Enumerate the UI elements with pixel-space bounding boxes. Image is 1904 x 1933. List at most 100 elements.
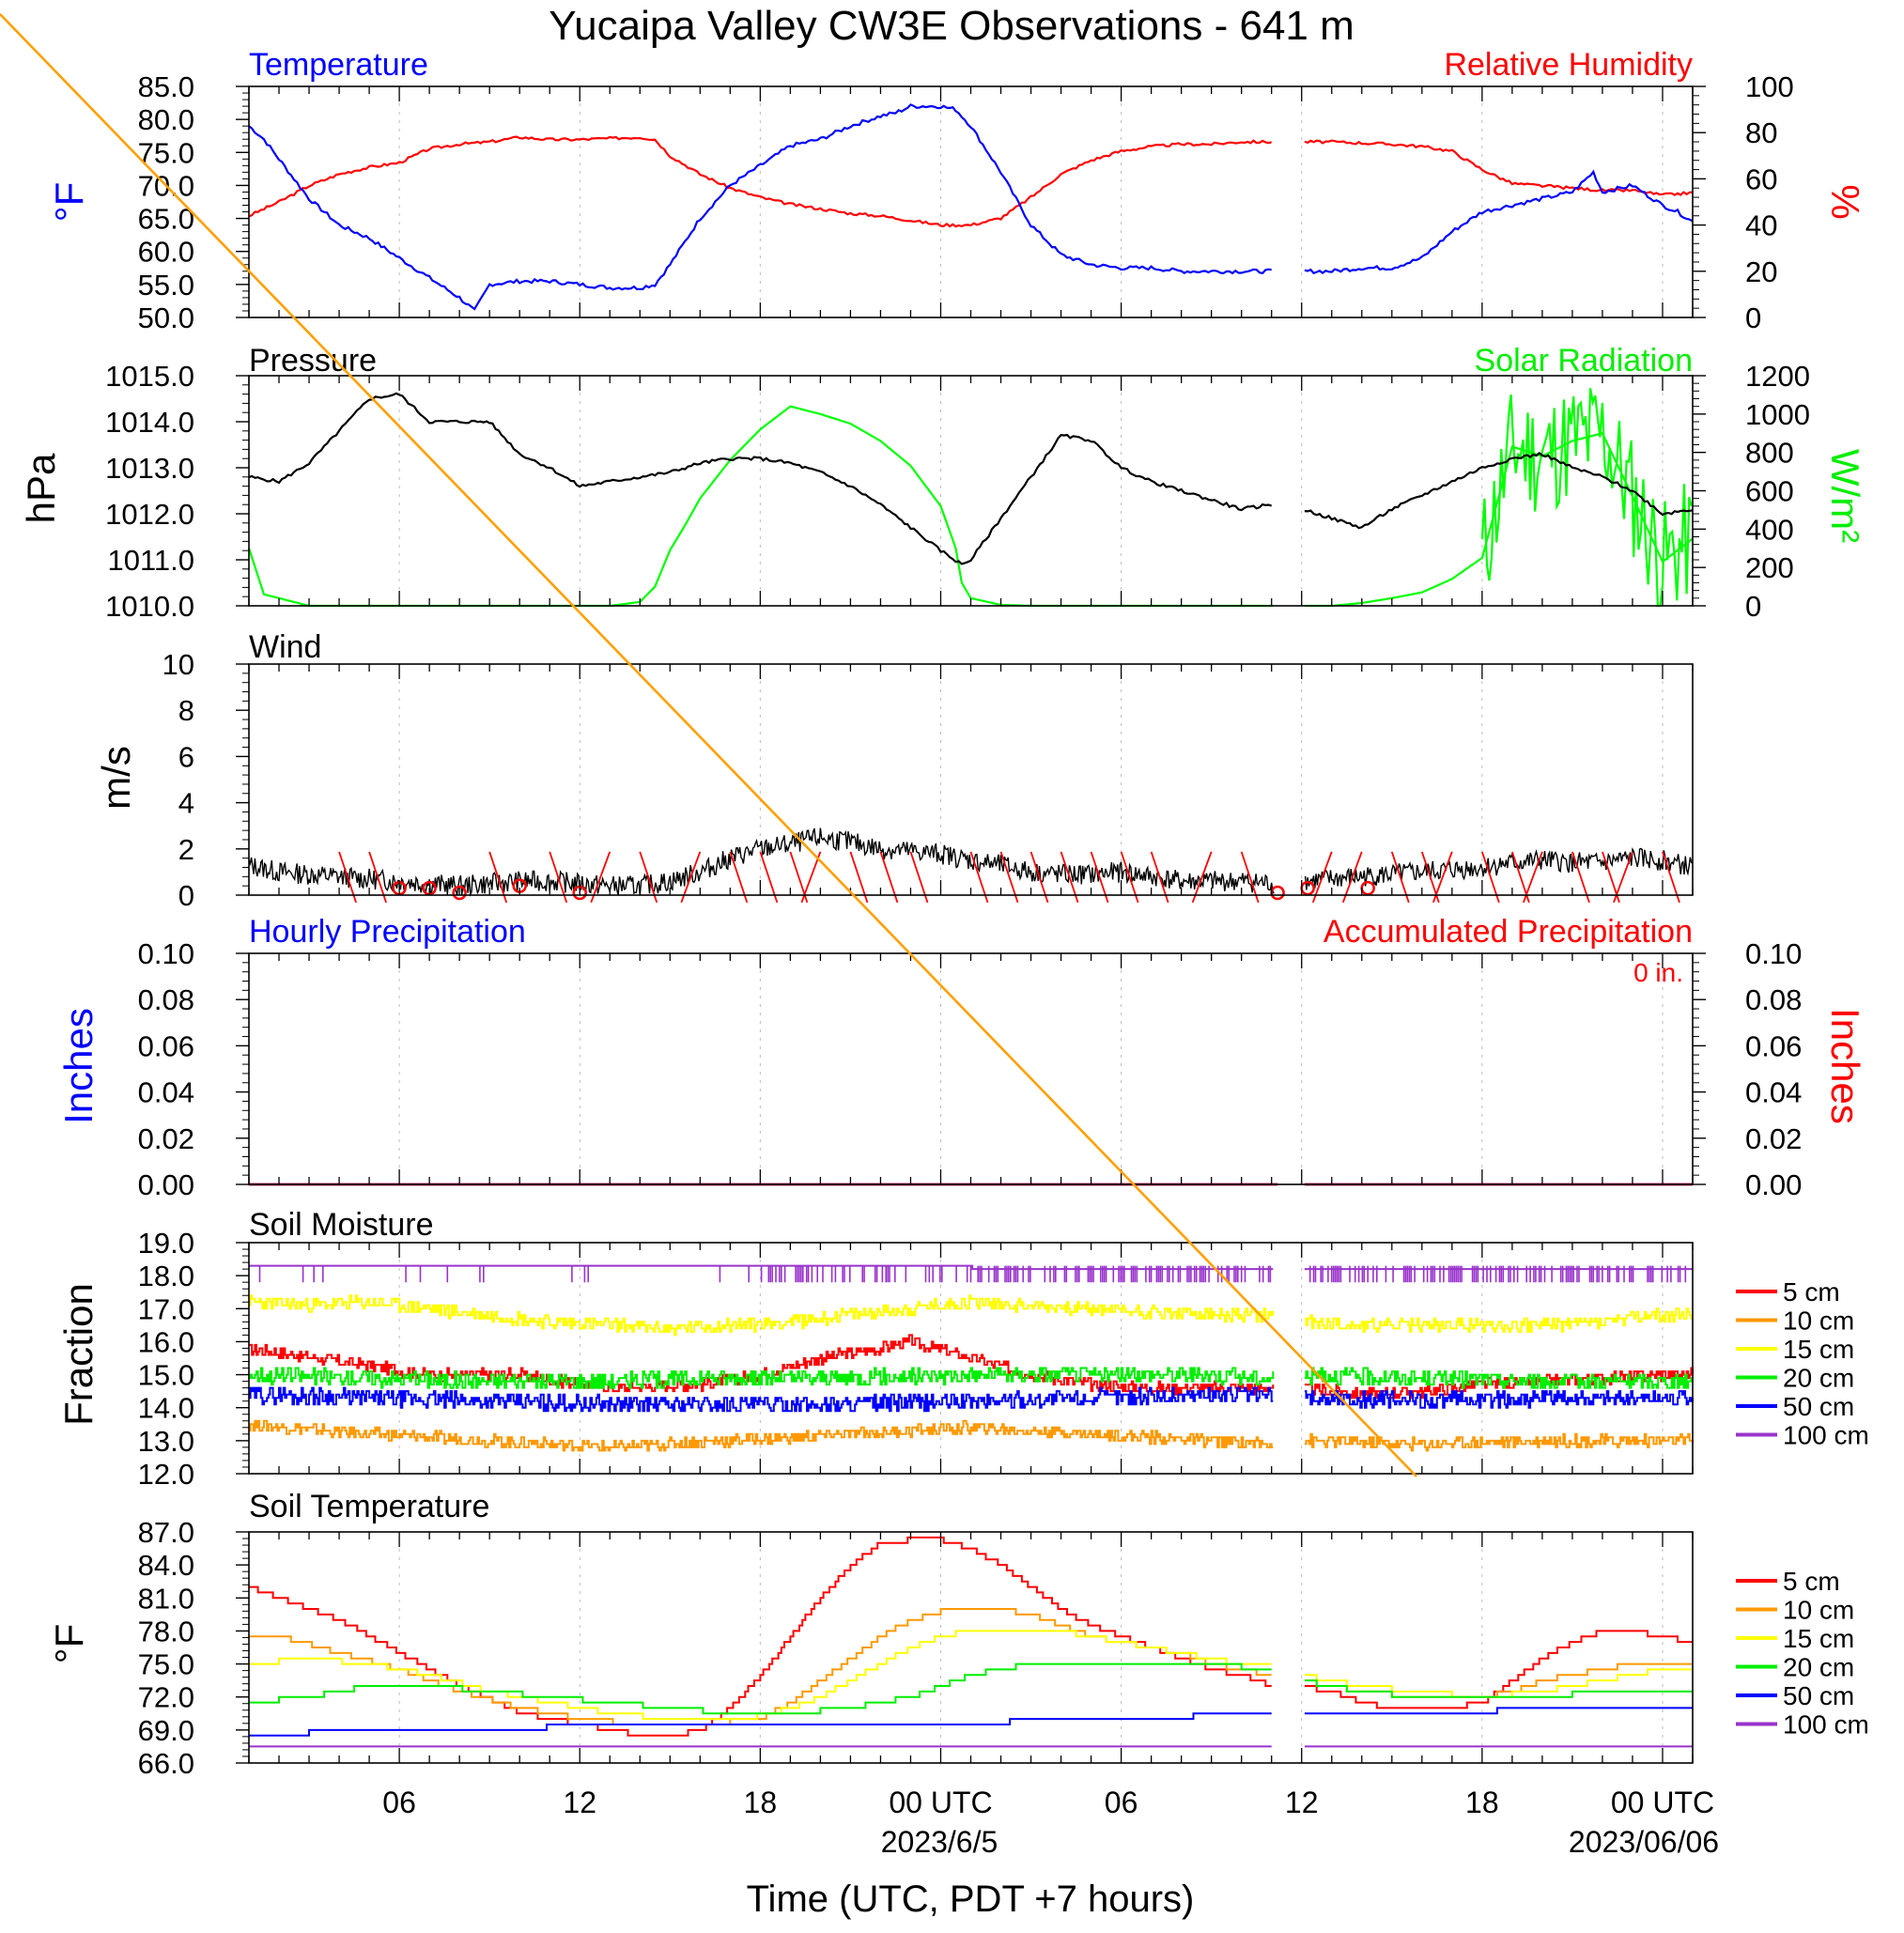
humidity-axis-label: % — [1823, 184, 1867, 219]
y-right-tick-label: 40 — [1745, 209, 1777, 242]
y-left-tick-label: 78.0 — [138, 1615, 194, 1647]
y-left-tick-label: 75.0 — [138, 1648, 194, 1681]
y-right-tick-label: 600 — [1745, 475, 1794, 508]
y-left-tick-label: 1013.0 — [105, 452, 194, 485]
y-right-tick-label: 0 — [1745, 590, 1761, 623]
series-line-solar-spikes — [1480, 388, 1693, 608]
y-left-tick-label: 1010.0 — [105, 590, 194, 623]
y-right-tick-label: 80 — [1745, 116, 1777, 149]
y-left-tick-label: 69.0 — [138, 1714, 194, 1747]
wind-barb — [1240, 851, 1260, 904]
legend-label: 100 cm — [1783, 1421, 1869, 1450]
y-left-tick-label: 72.0 — [138, 1681, 194, 1714]
wind-axis-label: m/s — [94, 746, 138, 810]
series-line-soil-moisture-15-cm — [249, 1294, 1275, 1337]
accum-precip-title: Accumulated Precipitation — [1324, 914, 1693, 950]
temperature-axis-label: °F — [47, 182, 91, 222]
legend-label: 15 cm — [1783, 1624, 1854, 1653]
y-left-tick-label: 4 — [178, 787, 194, 820]
y-left-tick-label: 50.0 — [138, 302, 194, 334]
date-label-1: 2023/6/5 — [881, 1825, 998, 1859]
wind-barb — [1341, 851, 1363, 904]
series-line-wind-speed — [248, 827, 1275, 897]
y-left-tick-label: 10 — [163, 648, 194, 681]
y-left-tick-label: 8 — [178, 694, 194, 727]
legend-label: 10 cm — [1783, 1307, 1854, 1336]
wind-barb — [1090, 851, 1109, 904]
humidity-title: Relative Humidity — [1444, 47, 1693, 83]
temperature-title: Temperature — [249, 47, 428, 83]
y-right-tick-label: 800 — [1745, 437, 1794, 470]
series-line-soil-moisture-10-cm — [1304, 1432, 1694, 1452]
y-left-tick-label: 0.02 — [138, 1122, 194, 1155]
x-tick-label: 18 — [1465, 1786, 1499, 1819]
series-line-pressure — [1304, 451, 1694, 530]
y-right-tick-label: 0.08 — [1745, 983, 1802, 1016]
wind-barb — [1390, 851, 1410, 904]
y-left-tick-label: 0.10 — [138, 937, 194, 970]
y-left-tick-label: 19.0 — [138, 1227, 194, 1260]
wind-barb — [1481, 851, 1500, 904]
legend-label: 20 cm — [1783, 1653, 1854, 1682]
frame-layer: 85.080.075.070.065.060.055.050.010080604… — [105, 70, 1810, 1819]
chart-title: Yucaipa Valley CW3E Observations - 641 m — [549, 3, 1354, 49]
y-left-tick-label: 6 — [178, 740, 194, 773]
y-right-tick-label: 60 — [1745, 162, 1777, 195]
wind-barb — [590, 851, 611, 904]
legend-label: 10 cm — [1783, 1596, 1854, 1625]
y-left-tick-label: 1014.0 — [105, 406, 194, 439]
y-left-tick-label: 0.06 — [138, 1029, 194, 1062]
y-left-tick-label: 84.0 — [138, 1549, 194, 1582]
wind-barb — [800, 851, 822, 904]
wind-barb — [1191, 851, 1213, 904]
wind-barb — [1150, 851, 1169, 904]
y-right-tick-label: 400 — [1745, 513, 1794, 546]
y-left-tick-label: 65.0 — [138, 203, 194, 236]
legend-label: 5 cm — [1783, 1277, 1840, 1307]
wind-barb — [680, 851, 702, 904]
y-left-tick-label: 14.0 — [138, 1392, 194, 1425]
wind-barb — [338, 851, 357, 904]
date-label-2: 2023/06/06 — [1569, 1825, 1719, 1859]
soil-moisture-axis-label: Fraction — [56, 1283, 101, 1426]
legend-label: 15 cm — [1783, 1335, 1854, 1364]
series-line-soil-moisture-50-cm — [1304, 1390, 1694, 1409]
y-right-tick-label: 20 — [1745, 255, 1777, 288]
series-line-soil-moisture-20-cm — [1304, 1367, 1694, 1389]
y-left-tick-label: 75.0 — [138, 136, 194, 169]
x-tick-label: 12 — [1285, 1786, 1319, 1819]
precip-total: 0 in. — [1633, 958, 1683, 987]
soil-moisture-100cm-dips — [258, 1265, 1687, 1283]
y-left-tick-label: 18.0 — [138, 1260, 194, 1292]
soil-moisture-title: Soil Moisture — [249, 1207, 434, 1243]
series-line-soil-temperature-5-cm — [1304, 1630, 1693, 1709]
y-left-tick-label: 12.0 — [138, 1458, 194, 1491]
y-right-tick-label: 0.04 — [1745, 1076, 1802, 1109]
series-line-soil-temperature-20-cm — [1304, 1679, 1693, 1698]
series-line-soil-temperature-5-cm — [249, 1536, 1272, 1737]
hourly-precip-axis-label: Inches — [56, 1008, 101, 1124]
wind-barb — [1523, 851, 1543, 904]
wind-barb — [729, 851, 749, 904]
y-left-tick-label: 60.0 — [138, 236, 194, 269]
y-left-tick-label: 1012.0 — [105, 498, 194, 531]
y-right-tick-label: 0.06 — [1745, 1029, 1802, 1062]
series-line-relative-humidity — [1304, 139, 1694, 196]
wind-barb — [759, 851, 779, 904]
y-left-tick-label: 0.08 — [138, 983, 194, 1016]
y-left-tick-label: 17.0 — [138, 1292, 194, 1325]
wind-barb — [999, 851, 1019, 904]
series-line-relative-humidity — [248, 135, 1272, 228]
y-left-tick-label: 1011.0 — [107, 544, 194, 577]
series-line-soil-temperature-50-cm — [1304, 1707, 1693, 1715]
wind-barb — [1571, 851, 1590, 904]
y-right-tick-label: 0 — [1745, 302, 1761, 334]
series-line-soil-temperature-50-cm — [249, 1712, 1272, 1737]
soil-temperature-title: Soil Temperature — [249, 1489, 489, 1524]
solar-title: Solar Radiation — [1475, 343, 1693, 379]
x-tick-label: 06 — [1105, 1786, 1138, 1819]
wind-barb — [879, 851, 899, 904]
wind-barb — [488, 851, 508, 904]
